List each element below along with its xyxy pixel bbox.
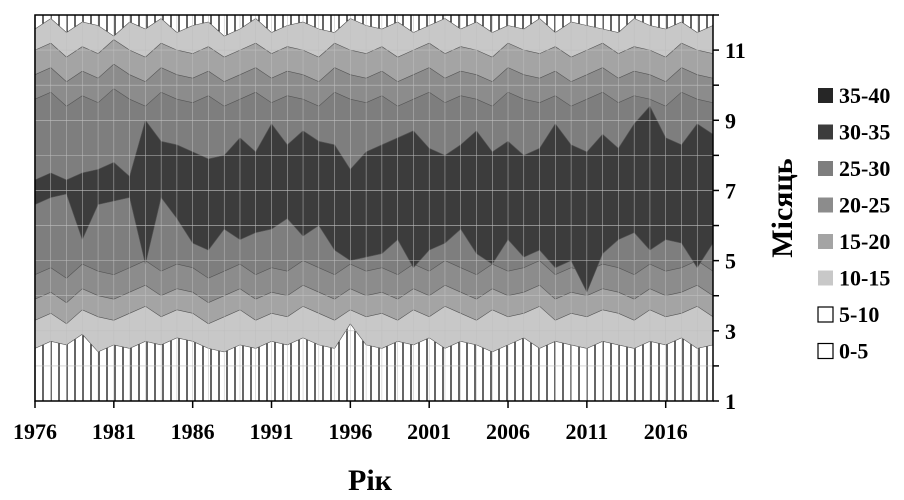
x-tick-label: 1981 xyxy=(92,419,136,444)
x-tick-label: 2001 xyxy=(407,419,451,444)
legend-label: 5-10 xyxy=(839,302,879,327)
x-tick-label: 2016 xyxy=(644,419,688,444)
y-tick-label: 9 xyxy=(725,108,736,133)
y-axis-title: Місяць xyxy=(766,158,799,257)
legend-swatch xyxy=(817,342,834,360)
x-tick-label: 1976 xyxy=(13,419,57,444)
legend-item: 5-10 xyxy=(817,302,879,327)
grid-lines xyxy=(34,14,714,402)
legend-item: 10-15 xyxy=(818,266,890,291)
legend-swatch xyxy=(818,161,833,176)
y-tick-label: 11 xyxy=(725,38,746,63)
y-tick-label: 3 xyxy=(725,319,736,344)
legend-item: 25-30 xyxy=(818,156,890,181)
x-axis-ticks: 1976 1981 1986 1991 1996 2001 2006 2011 2016 xyxy=(13,401,688,444)
x-tick-label: 2006 xyxy=(486,419,530,444)
legend-swatch xyxy=(818,88,833,103)
x-tick-label: 1986 xyxy=(171,419,215,444)
legend-item: 20-25 xyxy=(818,193,890,218)
legend-swatch xyxy=(818,270,833,286)
plot-frame xyxy=(34,14,714,402)
plot-area xyxy=(34,15,714,401)
legend-item: 30-35 xyxy=(818,120,890,145)
y-tick-label: 7 xyxy=(725,178,736,203)
y-tick-label: 5 xyxy=(725,249,736,274)
legend-label: 0-5 xyxy=(839,339,868,364)
legend: 35-40 30-35 25-30 20-25 15-20 10-15 5-10 0-5 xyxy=(817,83,890,364)
legend-label: 30-35 xyxy=(839,120,890,145)
legend-item: 0-5 xyxy=(817,339,868,364)
legend-swatch xyxy=(817,306,834,323)
x-axis-title: Рік xyxy=(348,464,393,497)
legend-swatch xyxy=(818,124,833,140)
legend-item: 15-20 xyxy=(818,229,890,254)
legend-label: 10-15 xyxy=(839,266,890,291)
legend-label: 15-20 xyxy=(839,229,890,254)
legend-swatch xyxy=(818,197,833,213)
legend-swatch xyxy=(818,234,833,249)
legend-label: 35-40 xyxy=(839,83,890,108)
y-axis-ticks: 1 3 5 7 9 11 xyxy=(713,14,746,414)
x-tick-label: 2011 xyxy=(565,419,608,444)
x-tick-label: 1996 xyxy=(328,419,372,444)
legend-label: 25-30 xyxy=(839,156,890,181)
legend-label: 20-25 xyxy=(839,193,890,218)
x-tick-label: 1991 xyxy=(250,419,294,444)
legend-item: 35-40 xyxy=(818,83,890,108)
y-tick-label: 1 xyxy=(725,389,736,414)
